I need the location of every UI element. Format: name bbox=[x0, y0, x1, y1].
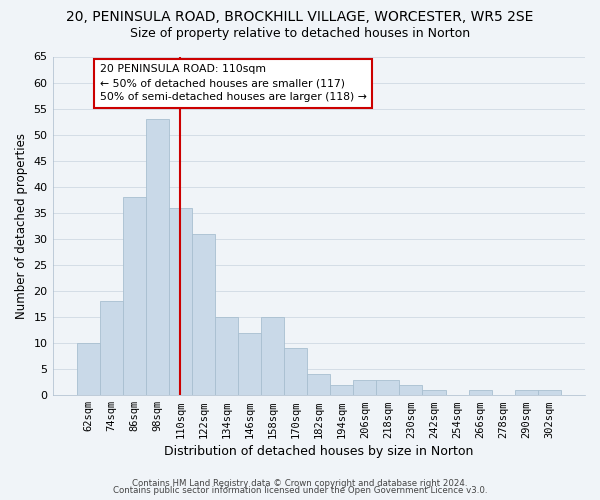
Bar bbox=[123, 197, 146, 395]
Bar bbox=[238, 332, 261, 395]
Text: 20, PENINSULA ROAD, BROCKHILL VILLAGE, WORCESTER, WR5 2SE: 20, PENINSULA ROAD, BROCKHILL VILLAGE, W… bbox=[67, 10, 533, 24]
Bar bbox=[215, 317, 238, 395]
Bar bbox=[100, 302, 123, 395]
Bar bbox=[169, 208, 192, 395]
Bar bbox=[353, 380, 376, 395]
Bar bbox=[307, 374, 330, 395]
Bar bbox=[284, 348, 307, 395]
Bar bbox=[77, 343, 100, 395]
Bar bbox=[261, 317, 284, 395]
Bar bbox=[330, 385, 353, 395]
X-axis label: Distribution of detached houses by size in Norton: Distribution of detached houses by size … bbox=[164, 444, 473, 458]
Bar bbox=[422, 390, 446, 395]
Text: Size of property relative to detached houses in Norton: Size of property relative to detached ho… bbox=[130, 28, 470, 40]
Bar bbox=[400, 385, 422, 395]
Text: Contains HM Land Registry data © Crown copyright and database right 2024.: Contains HM Land Registry data © Crown c… bbox=[132, 478, 468, 488]
Bar bbox=[515, 390, 538, 395]
Text: Contains public sector information licensed under the Open Government Licence v3: Contains public sector information licen… bbox=[113, 486, 487, 495]
Text: 20 PENINSULA ROAD: 110sqm
← 50% of detached houses are smaller (117)
50% of semi: 20 PENINSULA ROAD: 110sqm ← 50% of detac… bbox=[100, 64, 367, 102]
Bar bbox=[469, 390, 491, 395]
Bar bbox=[192, 234, 215, 395]
Bar bbox=[146, 119, 169, 395]
Bar bbox=[538, 390, 561, 395]
Bar bbox=[376, 380, 400, 395]
Y-axis label: Number of detached properties: Number of detached properties bbox=[15, 133, 28, 319]
